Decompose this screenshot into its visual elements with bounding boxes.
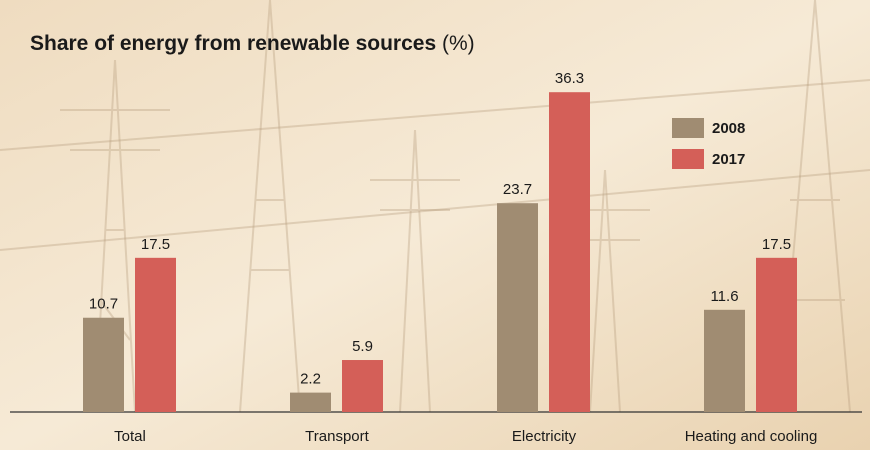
legend-swatch <box>672 149 704 169</box>
x-tick-label: Transport <box>305 428 369 445</box>
legend-swatch <box>672 118 704 138</box>
bar <box>83 317 124 412</box>
legend-label: 2008 <box>712 120 745 137</box>
x-tick-label: Heating and cooling <box>685 428 818 445</box>
bar <box>290 392 331 412</box>
value-label: 5.9 <box>352 338 373 355</box>
legend-label: 2017 <box>712 151 745 168</box>
title-text: Share of energy from renewable sources <box>30 32 436 55</box>
bar <box>756 257 797 412</box>
title-unit: (%) <box>442 32 475 55</box>
bar <box>704 309 745 412</box>
chart-title: Share of energy from renewable sources (… <box>30 32 475 55</box>
value-label: 11.6 <box>710 288 738 305</box>
x-tick-label: Total <box>114 428 146 445</box>
value-label: 10.7 <box>89 296 118 313</box>
bar <box>497 203 538 412</box>
value-label: 23.7 <box>503 181 532 198</box>
x-tick-label: Electricity <box>512 428 577 445</box>
bar <box>549 92 590 413</box>
value-label: 2.2 <box>300 371 321 388</box>
value-label: 36.3 <box>555 70 584 87</box>
value-label: 17.5 <box>141 236 170 253</box>
bar <box>342 360 383 412</box>
value-label: 17.5 <box>762 236 791 253</box>
bar <box>135 257 176 412</box>
